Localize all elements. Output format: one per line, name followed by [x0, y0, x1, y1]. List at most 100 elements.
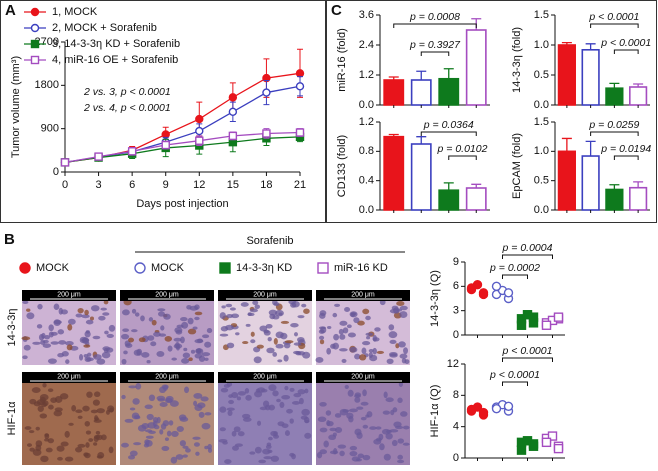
nucleus: [359, 354, 367, 361]
nucleus: [128, 385, 137, 389]
nucleus: [81, 314, 90, 319]
data-point: [547, 431, 558, 441]
y-axis-label: HIF-1α (Q): [429, 385, 441, 438]
data-point: [528, 439, 539, 449]
nucleus: [263, 456, 273, 460]
nucleus: [42, 343, 52, 348]
nucleus: [266, 347, 275, 354]
bar: [605, 188, 624, 211]
nucleus: [342, 409, 350, 413]
nucleus: [97, 451, 105, 459]
nucleus: [182, 352, 191, 359]
nucleus: [108, 324, 116, 332]
nucleus: [225, 324, 234, 331]
nucleus: [65, 341, 74, 346]
nucleus: [253, 356, 262, 364]
nucleus: [391, 439, 398, 447]
nucleus: [399, 353, 408, 359]
nucleus: [133, 442, 142, 446]
nucleus: [67, 323, 73, 331]
nucleus: [56, 445, 65, 452]
nucleus: [234, 443, 243, 447]
data-point: [541, 320, 552, 330]
nucleus: [399, 311, 408, 318]
nucleus: [48, 324, 54, 332]
data-point: [262, 129, 271, 138]
nucleus: [146, 413, 154, 421]
nucleus: [268, 309, 278, 316]
nucleus: [268, 436, 273, 441]
nucleus: [362, 308, 370, 315]
nucleus: [281, 423, 289, 429]
nucleus: [372, 347, 377, 355]
nucleus: [159, 401, 168, 408]
nucleus: [361, 347, 367, 355]
nucleus: [93, 391, 101, 398]
nucleus: [268, 384, 277, 392]
y-tick-label: 12: [447, 358, 459, 370]
nucleus: [40, 340, 46, 345]
nucleus: [354, 397, 361, 403]
nucleus: [35, 444, 42, 452]
nucleus: [339, 320, 348, 326]
error-bar: [443, 182, 454, 191]
nucleus: [235, 332, 240, 336]
nucleus: [85, 319, 94, 325]
nucleus: [125, 343, 133, 348]
data-point: [161, 140, 170, 150]
nucleus: [124, 418, 134, 423]
legend-label: 14-3-3η KD: [236, 262, 292, 274]
y-tick-label: 2700: [35, 36, 59, 48]
nucleus: [202, 334, 210, 339]
nucleus: [192, 436, 201, 440]
nucleus: [31, 387, 41, 394]
nucleus: [181, 357, 190, 364]
nucleus: [196, 348, 202, 354]
p-value: p = 0.3927: [409, 39, 461, 51]
nucleus: [58, 340, 67, 345]
nucleus: [137, 424, 147, 432]
nucleus: [85, 442, 90, 448]
error-bar: [388, 133, 399, 137]
nucleus: [93, 442, 98, 446]
data-point: [491, 281, 502, 292]
nucleus: [397, 438, 405, 444]
nucleus: [160, 423, 167, 430]
nucleus: [121, 442, 129, 448]
nucleus: [255, 388, 261, 393]
nucleus: [338, 328, 344, 335]
p-value: p < 0.0001: [502, 345, 553, 357]
nucleus: [84, 420, 90, 427]
bar: [629, 186, 648, 211]
series-line: [64, 136, 301, 164]
nucleus: [289, 452, 295, 457]
nucleus: [105, 409, 110, 415]
nucleus: [93, 354, 102, 360]
data-point: [228, 107, 238, 117]
micrograph: 200 μm: [21, 290, 116, 365]
nucleus: [396, 300, 405, 306]
nucleus: [332, 312, 338, 318]
nucleus: [171, 357, 177, 361]
nucleus: [221, 305, 226, 309]
nucleus: [53, 303, 60, 311]
error-bar: [416, 70, 427, 80]
y-axis-label: 14-3-3η (Q): [429, 270, 441, 327]
nucleus: [333, 333, 340, 341]
nucleus: [150, 341, 157, 347]
nucleus: [201, 422, 211, 430]
nucleus: [242, 341, 249, 345]
nucleus: [44, 433, 50, 440]
y-tick-label: 0.0: [534, 204, 549, 216]
error-bar: [633, 181, 644, 188]
data-point: [516, 445, 527, 455]
nucleus: [389, 429, 399, 433]
nucleus: [186, 304, 192, 310]
nucleus: [54, 396, 63, 403]
y-tick-label: 0.0: [534, 99, 549, 111]
nucleus: [332, 342, 339, 350]
bar: [557, 150, 576, 211]
nucleus: [273, 337, 278, 345]
p-value: p = 0.0004: [502, 242, 553, 254]
